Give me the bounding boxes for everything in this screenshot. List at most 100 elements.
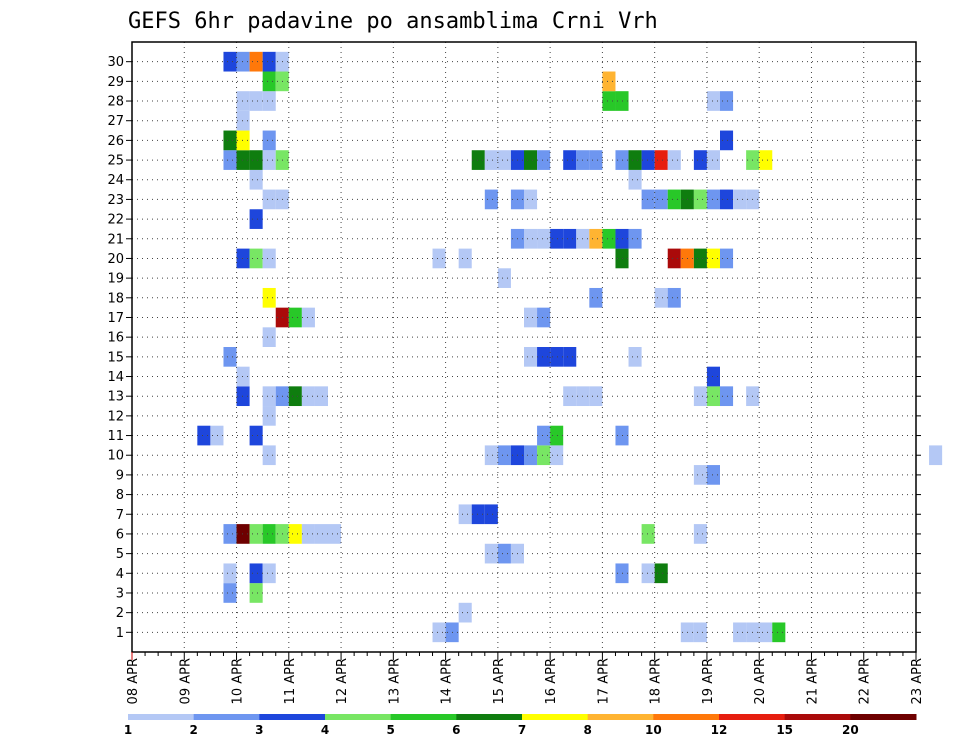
y-tick-label: 2 — [116, 606, 124, 621]
cell-member-18-step-35 — [589, 287, 603, 308]
cell-member-6-step-9 — [249, 524, 263, 544]
cell-member-29-step-10 — [262, 71, 276, 92]
y-tick-label: 27 — [107, 114, 124, 129]
cell-member-25-step-9 — [249, 150, 263, 170]
cell-member-9-step-44 — [706, 465, 720, 485]
cell-member-25-step-43 — [693, 150, 707, 170]
cell-member-24-step-9 — [249, 169, 263, 190]
x-tick-label: 14 APR — [440, 658, 455, 704]
y-tick-label: 7 — [116, 508, 124, 523]
cell-member-6-step-8 — [236, 524, 250, 544]
legend-swatch — [193, 714, 260, 720]
cell-member-6-step-7 — [223, 524, 237, 544]
cell-member-20-step-43 — [693, 248, 707, 269]
legend-swatch — [784, 714, 851, 720]
cell-member-15-step-31 — [537, 347, 551, 367]
x-tick-label: 23 APR — [910, 658, 925, 704]
y-tick-label: 1 — [116, 626, 124, 641]
cell-member-13-step-14 — [314, 386, 328, 407]
cell-member-20-step-45 — [720, 248, 734, 269]
y-tick-label: 14 — [107, 370, 124, 385]
y-tick-label: 23 — [107, 193, 124, 208]
cell-member-27-step-8 — [236, 110, 250, 131]
y-tick-label: 16 — [107, 331, 124, 346]
cell-member-25-step-39 — [641, 150, 655, 170]
cell-member-26-step-10 — [262, 130, 276, 151]
cell-member-17-step-12 — [288, 307, 302, 328]
cell-member-1-step-48 — [759, 622, 773, 643]
x-tick-label: 16 APR — [544, 658, 559, 704]
x-tick-label: 13 APR — [387, 658, 402, 704]
cell-member-13-step-44 — [706, 386, 720, 407]
y-tick-label: 25 — [107, 154, 124, 169]
legend-label: 20 — [842, 723, 859, 737]
cell-member-1-step-23 — [432, 622, 446, 643]
legend-label: 3 — [255, 723, 263, 737]
cell-member-11-step-6 — [210, 425, 224, 446]
cell-member-29-step-36 — [602, 71, 616, 92]
legend-swatch — [390, 714, 457, 720]
cell-member-23-step-43 — [693, 189, 707, 210]
cell-member-25-step-31 — [537, 150, 551, 170]
x-tick-label: 20 APR — [753, 658, 768, 704]
cell-member-6-step-10 — [262, 524, 276, 544]
cell-member-28-step-9 — [249, 91, 263, 111]
cell-member-20-step-41 — [667, 248, 681, 269]
cell-member-11-step-9 — [249, 425, 263, 446]
cell-member-23-step-45 — [720, 189, 734, 210]
cell-member-5-step-28 — [497, 543, 511, 564]
cell-member-6-step-13 — [301, 524, 315, 544]
y-tick-label: 11 — [107, 429, 124, 444]
y-tick-label: 18 — [107, 291, 124, 306]
cell-member-26-step-7 — [223, 130, 237, 151]
cell-member-28-step-36 — [602, 91, 616, 111]
cell-member-23-step-41 — [667, 189, 681, 210]
y-tick-label: 4 — [116, 567, 124, 582]
legend-swatch — [719, 714, 786, 720]
x-tick-label: 10 APR — [231, 658, 246, 704]
legend-label: 15 — [776, 723, 793, 737]
cell-member-26-step-8 — [236, 130, 250, 151]
cell-member-5-step-27 — [484, 543, 498, 564]
cell-member-23-step-27 — [484, 189, 498, 210]
cell-member-10-step-27 — [484, 445, 498, 466]
cell-member-15-step-38 — [628, 347, 642, 367]
y-tick-label: 8 — [116, 488, 124, 503]
cell-member-25-step-38 — [628, 150, 642, 170]
legend-label: 10 — [645, 723, 662, 737]
y-axis: 1234567891011121314151617181920212223242… — [107, 55, 921, 641]
cell-member-22-step-9 — [249, 209, 263, 229]
cell-member-1-step-46 — [733, 622, 747, 643]
x-tick-label: 12 APR — [335, 658, 350, 704]
cell-member-13-step-35 — [589, 386, 603, 407]
cell-member-13-step-45 — [720, 386, 734, 407]
cell-member-25-step-33 — [563, 150, 577, 170]
cell-member-23-step-46 — [733, 189, 747, 210]
cell-member-15-step-30 — [524, 347, 538, 367]
x-tick-label: 21 APR — [805, 658, 820, 704]
cell-member-17-step-31 — [537, 307, 551, 328]
cell-member-24-step-38 — [628, 169, 642, 190]
legend-swatch — [522, 714, 589, 720]
cell-member-23-step-30 — [524, 189, 538, 210]
y-tick-label: 30 — [107, 55, 124, 70]
cell-member-10-step-61 — [929, 445, 943, 466]
cell-member-11-step-5 — [197, 425, 211, 446]
legend-swatch — [325, 714, 392, 720]
cell-member-4-step-9 — [249, 563, 263, 584]
y-tick-label: 10 — [107, 449, 124, 464]
cell-member-21-step-32 — [550, 228, 564, 249]
y-tick-label: 12 — [107, 409, 124, 424]
cell-member-3-step-9 — [249, 583, 263, 603]
cell-member-4-step-10 — [262, 563, 276, 584]
cell-member-6-step-12 — [288, 524, 302, 544]
cell-member-30-step-10 — [262, 51, 276, 72]
x-tick-label: 08 APR — [126, 658, 141, 704]
cell-member-7-step-27 — [484, 504, 498, 525]
y-tick-label: 28 — [107, 95, 124, 110]
y-tick-label: 17 — [107, 311, 124, 326]
cell-member-23-step-40 — [654, 189, 668, 210]
cell-member-14-step-8 — [236, 366, 250, 387]
cell-member-30-step-7 — [223, 51, 237, 72]
